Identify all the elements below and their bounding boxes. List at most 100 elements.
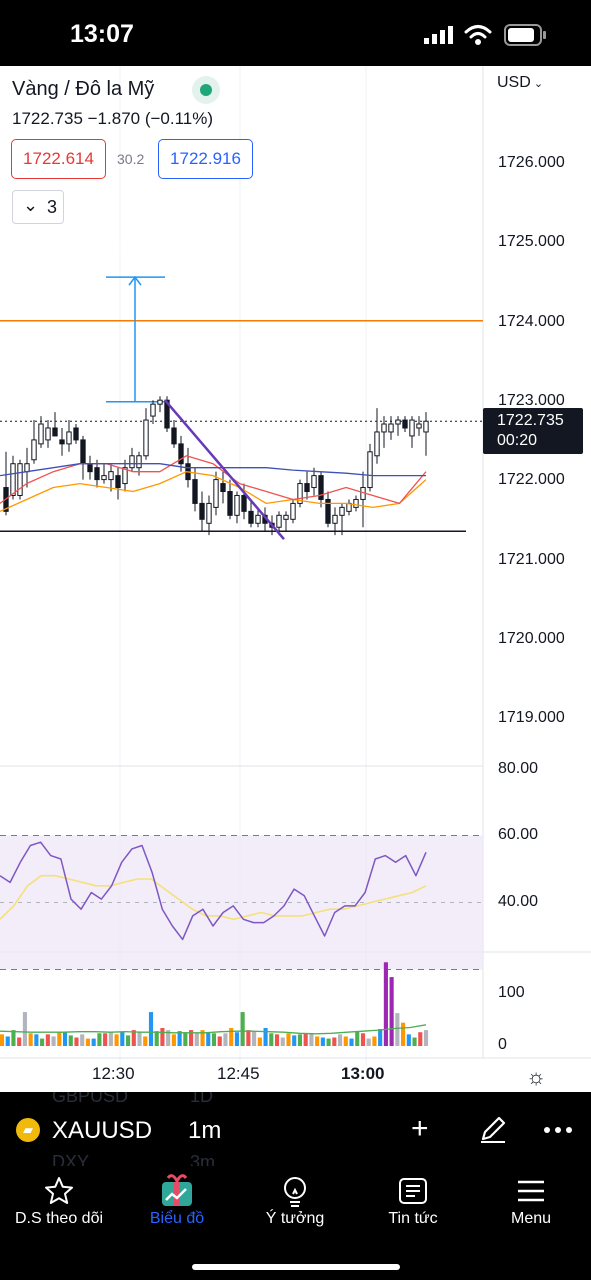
candle-body <box>80 439 86 465</box>
volume-ma-line <box>0 1024 427 1035</box>
candle-body <box>367 451 373 489</box>
candle-body <box>115 475 121 489</box>
tab-news[interactable]: Tin tức <box>354 1166 472 1236</box>
volume-bar <box>274 1034 280 1046</box>
candle-body <box>59 439 65 445</box>
candle-body <box>290 502 296 520</box>
price-change: 1722.735 −1.870 (−0.11%) <box>12 109 214 128</box>
volume-bar <box>337 1034 343 1046</box>
volume-bar <box>297 1034 303 1046</box>
volume-bar <box>183 1032 188 1046</box>
time-axis-label: 12:45 <box>217 1064 260 1083</box>
rsi-axis-label: 60.00 <box>498 826 539 843</box>
symbol-name[interactable]: XAUUSD <box>52 1117 153 1144</box>
candle-body <box>31 439 37 461</box>
candle-body <box>17 463 23 496</box>
volume-bar <box>240 1012 245 1046</box>
candle-body <box>143 419 149 457</box>
currency-select[interactable]: USD ⌄ <box>497 74 543 92</box>
candle-body <box>136 455 142 469</box>
tab-watchlist[interactable]: D.S theo dõi <box>0 1166 118 1236</box>
volume-bar <box>137 1032 142 1046</box>
candle-body <box>381 423 387 433</box>
volume-bar <box>355 1031 360 1046</box>
volume-bar <box>320 1037 325 1046</box>
watchlist-ghost-interval: 1D <box>190 1092 214 1106</box>
candle-body <box>311 475 317 489</box>
price-axis-label: 1724.000 <box>498 313 565 330</box>
tab-label: Menu <box>510 1210 552 1227</box>
tab-label: D.S theo dõi <box>14 1210 104 1227</box>
tab-chart[interactable]: Biểu đồ <box>118 1166 236 1236</box>
candle-body <box>206 502 212 524</box>
volume-bar <box>309 1033 314 1046</box>
tab-bar: D.S theo dõi Biểu đồ Ý tưởng Tin tức Men… <box>0 1166 591 1280</box>
tab-ideas[interactable]: Ý tưởng <box>236 1166 354 1236</box>
candle-body <box>122 467 128 485</box>
volume-bar <box>257 1037 262 1046</box>
volume-bar <box>200 1030 205 1046</box>
volume-bar <box>120 1032 125 1046</box>
lightbulb-icon <box>284 1177 306 1207</box>
add-icon[interactable]: + <box>411 1112 429 1145</box>
volume-bar <box>332 1037 337 1046</box>
trend-line <box>164 399 285 540</box>
symbol-title[interactable]: Vàng / Đô la Mỹ <box>12 78 155 100</box>
volume-bar <box>34 1034 39 1046</box>
candle-body <box>395 419 401 425</box>
volume-bar <box>108 1032 113 1046</box>
currency-label: USD <box>497 74 531 91</box>
candle-body <box>304 483 310 493</box>
volume-bar <box>206 1032 211 1046</box>
candle-body <box>353 498 359 508</box>
candle-body <box>178 443 184 465</box>
gold-bars-icon: ▰ <box>16 1118 40 1142</box>
buy-button[interactable]: 1722.916 <box>158 139 253 179</box>
watchlist-ghost-symbol: GBPUSD <box>52 1092 129 1106</box>
drawing-pencil-icon[interactable] <box>478 1114 508 1144</box>
volume-bar <box>406 1034 411 1046</box>
measure-arrow-head <box>128 275 142 286</box>
indicator-count: 3 <box>47 197 58 217</box>
candle-body <box>241 494 247 512</box>
volume-bar <box>166 1030 171 1046</box>
time-axis-label: 13:00 <box>341 1064 385 1083</box>
interval-selector[interactable]: 1m <box>188 1117 222 1144</box>
candle-body <box>164 399 170 429</box>
volume-bar <box>0 1034 5 1046</box>
volume-bar <box>378 1029 383 1046</box>
volume-bar <box>246 1030 251 1046</box>
tab-menu[interactable]: Menu <box>472 1166 590 1236</box>
volume-bar <box>97 1033 102 1046</box>
price-axis-label: 1725.000 <box>498 233 565 250</box>
candle-body <box>255 514 261 524</box>
status-time: 13:07 <box>70 20 134 48</box>
wifi-icon <box>464 25 492 45</box>
candle-body <box>318 475 324 500</box>
candle-body <box>66 431 72 445</box>
volume-bar <box>269 1033 274 1046</box>
candle-body <box>248 510 254 524</box>
candle-body <box>409 419 415 437</box>
ma-blue-line <box>0 463 426 477</box>
gear-icon[interactable]: ☼ <box>526 1064 547 1089</box>
candle-body <box>108 471 114 481</box>
candle-body <box>220 483 226 493</box>
ma-orange-line <box>0 471 427 512</box>
candle-body <box>374 431 380 457</box>
volume-bar <box>229 1027 234 1046</box>
candle-body <box>192 479 198 504</box>
chart-area[interactable]: Vàng / Đô la Mỹ 1722.735 −1.870 (−0.11%)… <box>0 66 591 1092</box>
sell-button[interactable]: 1722.614 <box>11 139 106 179</box>
rsi-axis-label: 80.00 <box>498 760 539 777</box>
symbol-bar[interactable]: GBPUSD 1D DXY 3m ▰ XAUUSD 1m + <box>0 1092 591 1166</box>
volume-bar <box>85 1038 91 1046</box>
chevron-down-icon: ⌄ <box>23 195 39 215</box>
volume-bar <box>389 977 394 1046</box>
status-bar: 13:07 <box>0 0 591 66</box>
volume-axis-label: 100 <box>498 984 525 1001</box>
indicator-toggle-button[interactable]: ⌄ 3 <box>12 190 64 224</box>
volume-axis-label: 0 <box>498 1036 507 1053</box>
price-chart[interactable] <box>0 66 591 1092</box>
more-icon[interactable] <box>543 1126 573 1134</box>
